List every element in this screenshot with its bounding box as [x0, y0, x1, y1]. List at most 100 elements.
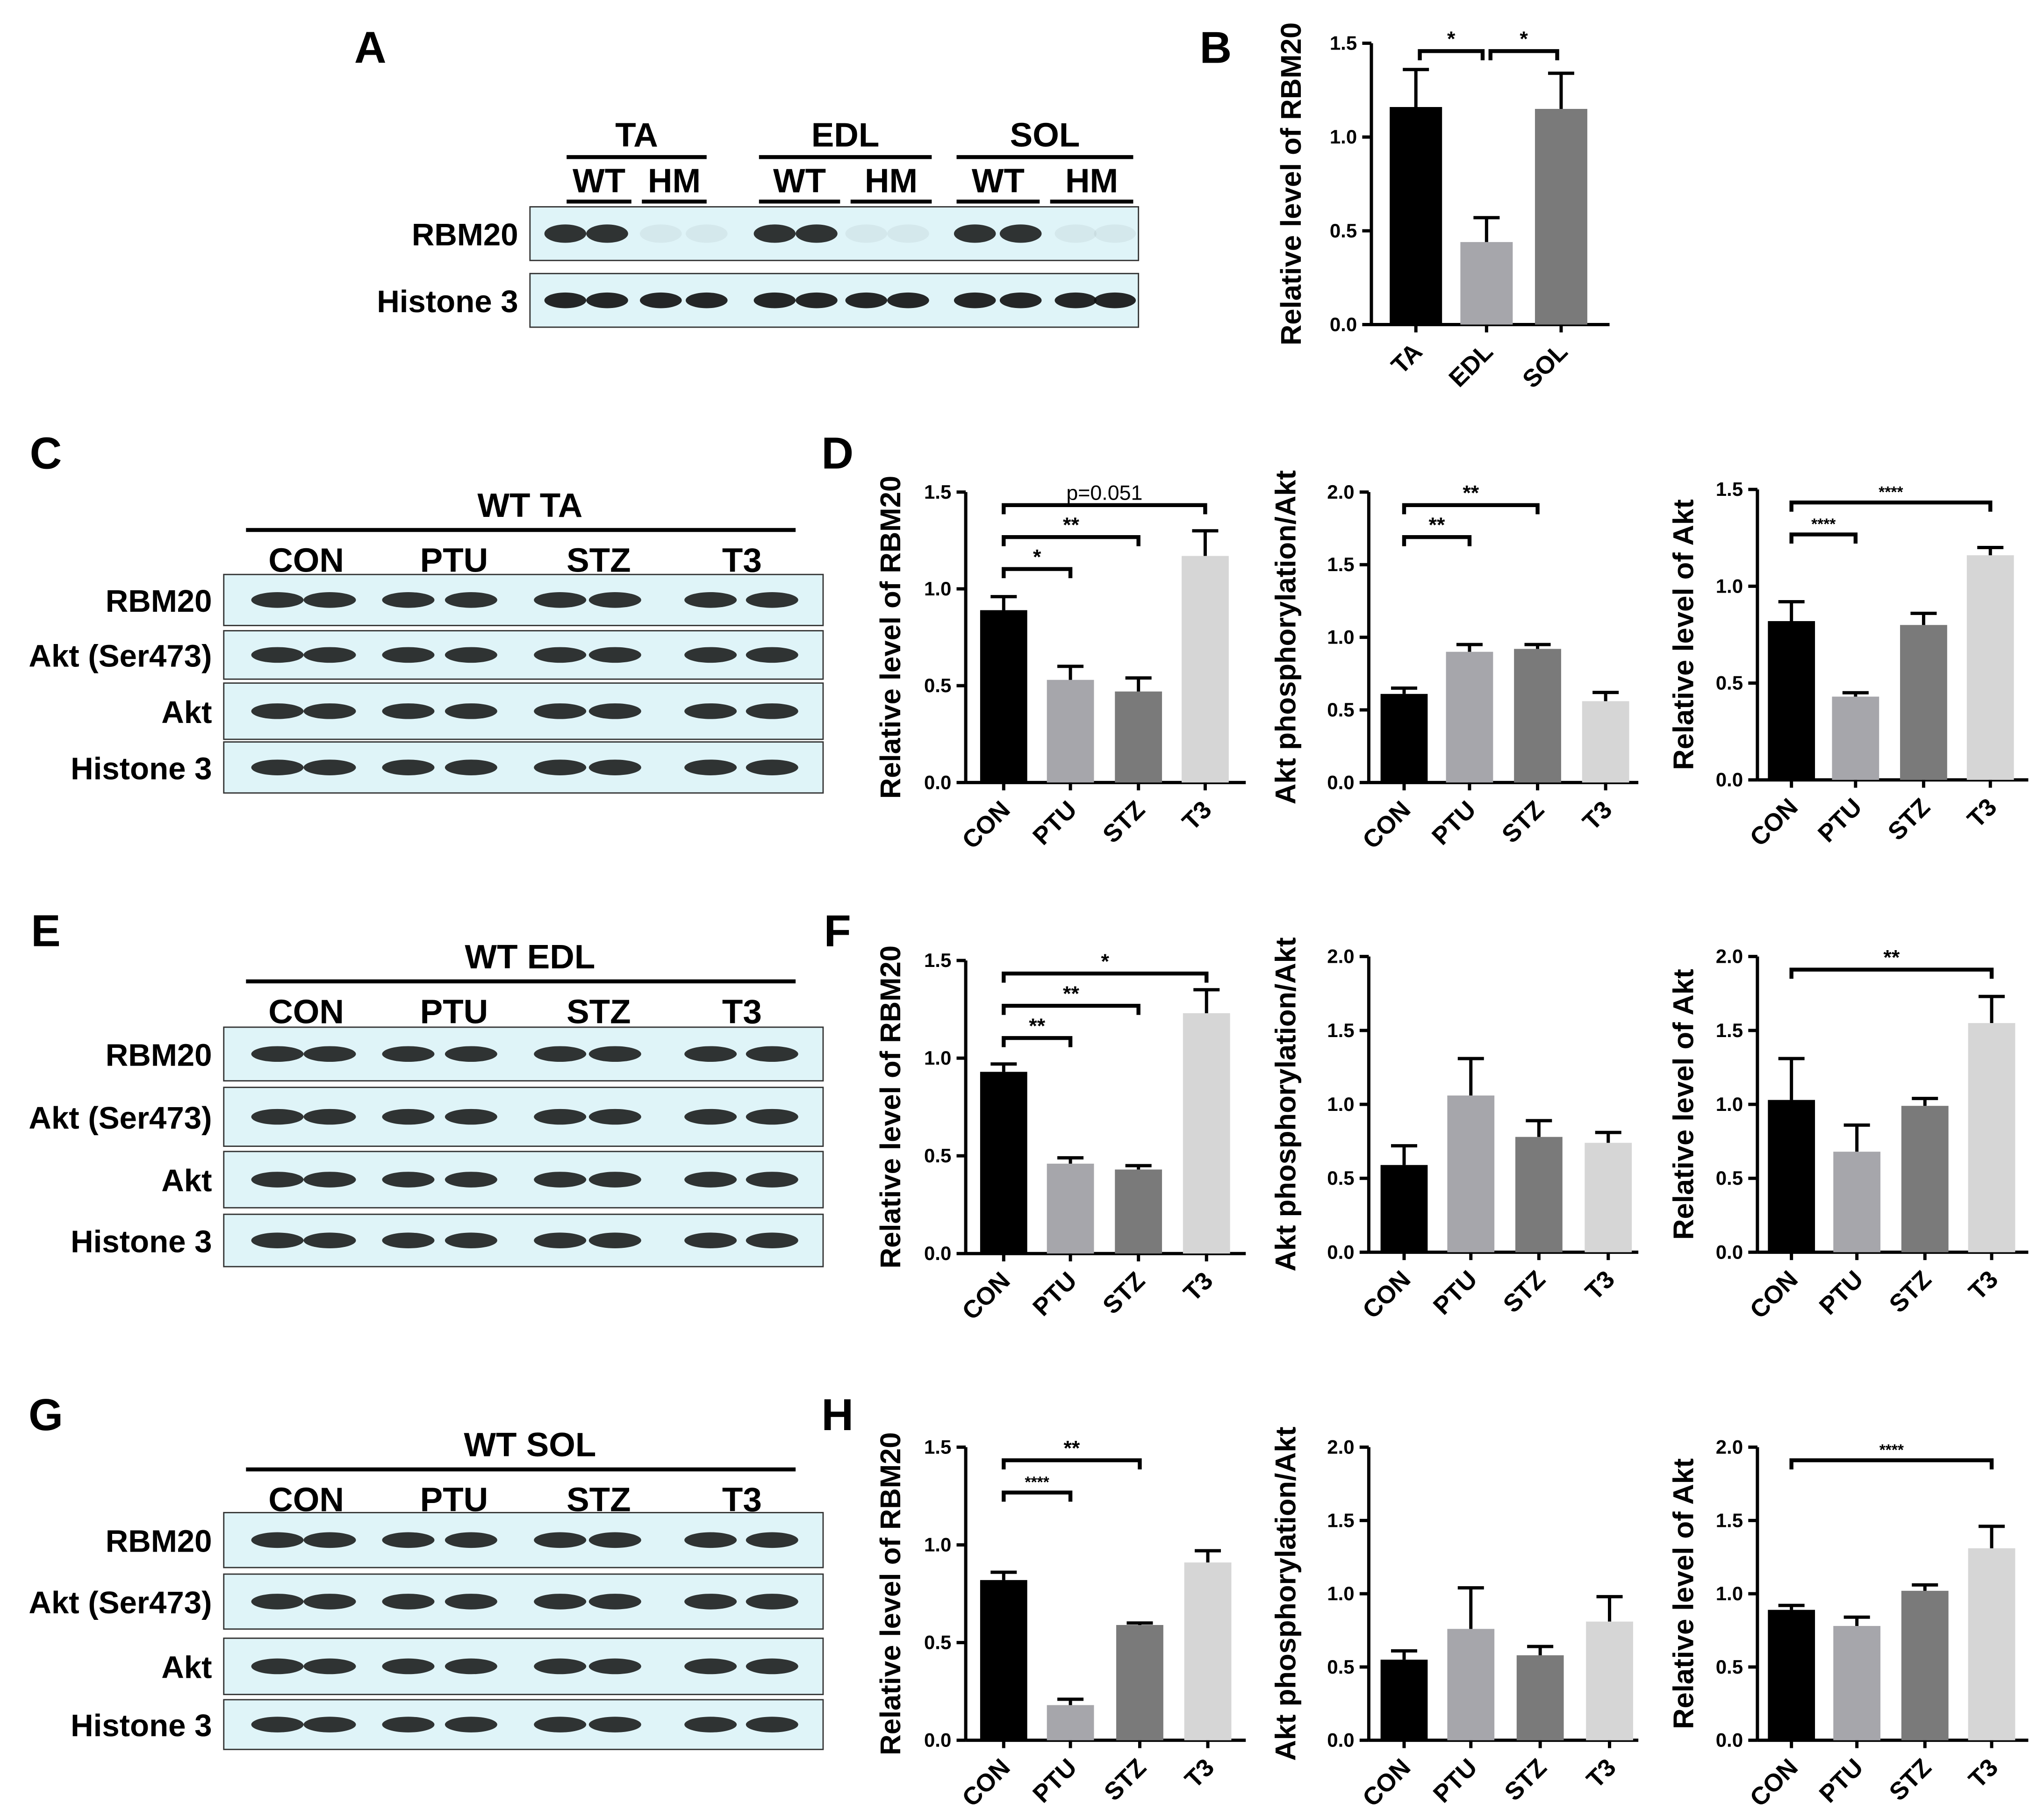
y-tick-label: 0.0: [1716, 1729, 1743, 1751]
y-tick-label: 0.5: [1327, 1167, 1354, 1189]
blot-group-label: PTU: [420, 542, 488, 580]
blot-band: [251, 1109, 304, 1125]
y-tick-label: 1.5: [1716, 1019, 1743, 1041]
blot-band: [534, 1046, 587, 1062]
blot-a-band: [954, 224, 996, 243]
panel-letter-d: D: [821, 429, 853, 478]
significance-label: **: [1429, 513, 1445, 537]
blot-band: [303, 592, 356, 608]
blot-panel-e: WT EDL CON PTU STZ T3 RBM20 Akt (Ser473) Akt His…: [29, 938, 824, 1267]
significance-label: **: [1063, 982, 1079, 1005]
significance-label: ****: [1879, 1441, 1904, 1459]
blot-a-group-label: EDL: [811, 116, 880, 154]
panel-letter-a: A: [354, 23, 387, 73]
blot-band: [303, 1532, 356, 1548]
blot-band: [684, 1658, 737, 1675]
blot-row-label: Akt: [161, 695, 212, 730]
y-tick-label: 0.5: [924, 1145, 951, 1167]
blot-band: [684, 1532, 737, 1548]
significance-bracket: [1402, 503, 1540, 515]
blot-band: [445, 1658, 497, 1675]
blot-a-row-label: RBM20: [412, 217, 518, 252]
blot-panel-c: WT TA CON PTU STZ T3 RBM20 Akt (Ser473) Akt Hist…: [29, 487, 824, 794]
blot-a-subgroup-label: WT: [972, 162, 1025, 200]
blot-band: [534, 759, 587, 775]
panel-letter-g: G: [29, 1390, 63, 1440]
blot-band: [684, 1717, 737, 1732]
bar-ptu: [1832, 696, 1879, 780]
blot-band: [588, 1109, 641, 1125]
bar-con: [1380, 1660, 1428, 1740]
bar-con: [1768, 1100, 1815, 1253]
y-tick-label: 0.5: [1327, 699, 1354, 721]
blot-band: [251, 703, 304, 719]
y-tick-label: 0.0: [1327, 1729, 1354, 1751]
blot-row-label: RBM20: [106, 1038, 212, 1073]
blot-a-band: [1054, 224, 1097, 243]
blot-band: [684, 1172, 737, 1188]
blot-a-band: [685, 224, 728, 243]
y-tick-label: 1.0: [1327, 1582, 1354, 1604]
blot-band: [445, 1232, 497, 1248]
bar-t3: [1968, 1548, 2015, 1740]
y-tick-label: 0.0: [1716, 769, 1743, 791]
blot-a-band: [753, 292, 796, 308]
significance-bracket: [1002, 1003, 1140, 1015]
blot-band: [382, 1532, 435, 1548]
y-tick-label: 1.0: [1327, 626, 1354, 648]
blot-group-label: STZ: [567, 993, 631, 1031]
blot-band: [534, 703, 587, 719]
blot-band: [746, 1232, 798, 1248]
blot-band: [684, 703, 737, 719]
blot-a-band: [753, 224, 796, 243]
significance-bracket: [1418, 49, 1485, 60]
blot-row-label: Akt (Ser473): [29, 639, 212, 674]
y-tick-label: 1.0: [924, 578, 951, 600]
y-axis-label: Relative level of Akt: [1668, 499, 1700, 770]
blot-band: [746, 1532, 798, 1548]
bar-ta: [1390, 107, 1442, 325]
significance-label: p=0.051: [1066, 481, 1142, 505]
bar-ptu: [1833, 1626, 1881, 1740]
blot-a-band: [586, 292, 628, 308]
blot-band: [684, 759, 737, 775]
blot-g-title: WT SOL: [464, 1426, 596, 1464]
blot-band: [534, 1658, 587, 1675]
blot-a-band: [1054, 292, 1097, 308]
blot-band: [382, 1594, 435, 1610]
blot-a-band: [887, 224, 929, 243]
blot-a-band: [999, 224, 1042, 243]
blot-a-band: [999, 292, 1042, 308]
blot-a-band: [954, 292, 996, 308]
blot-band: [534, 647, 587, 663]
blot-e-title: WT EDL: [465, 938, 595, 976]
panel-letters: A B C D E F G H: [29, 23, 1232, 1440]
bar-t3: [1966, 555, 2014, 780]
bar-con: [1380, 1165, 1428, 1253]
blot-a-subgroup-label: HM: [648, 162, 701, 200]
bar-edl: [1460, 242, 1513, 325]
blot-band: [303, 1109, 356, 1125]
blot-band: [588, 703, 641, 719]
y-axis-label: Relative level of RBM20: [875, 945, 907, 1268]
blot-band: [534, 1594, 587, 1610]
bar-con: [980, 1072, 1027, 1254]
significance-label: **: [1463, 481, 1479, 505]
blot-group-label: CON: [268, 542, 344, 580]
blot-band: [588, 1658, 641, 1675]
blot-band: [445, 592, 497, 608]
blot-band: [382, 1046, 435, 1062]
y-tick-label: 1.5: [1330, 32, 1357, 54]
blot-group-label: T3: [722, 542, 762, 580]
blot-band: [534, 1532, 587, 1548]
y-tick-label: 0.5: [1716, 672, 1743, 694]
y-tick-label: 0.5: [1327, 1656, 1354, 1678]
blot-band: [746, 592, 798, 608]
blot-panel-a: TA WT HM EDL WT HM SOL WT HM RBM20 Histone 3: [377, 116, 1140, 328]
blot-band: [382, 1717, 435, 1732]
blot-group-label: STZ: [567, 542, 631, 580]
blot-band: [303, 759, 356, 775]
bar-ptu: [1446, 651, 1493, 783]
blot-band: [445, 759, 497, 775]
blot-band: [588, 1594, 641, 1610]
